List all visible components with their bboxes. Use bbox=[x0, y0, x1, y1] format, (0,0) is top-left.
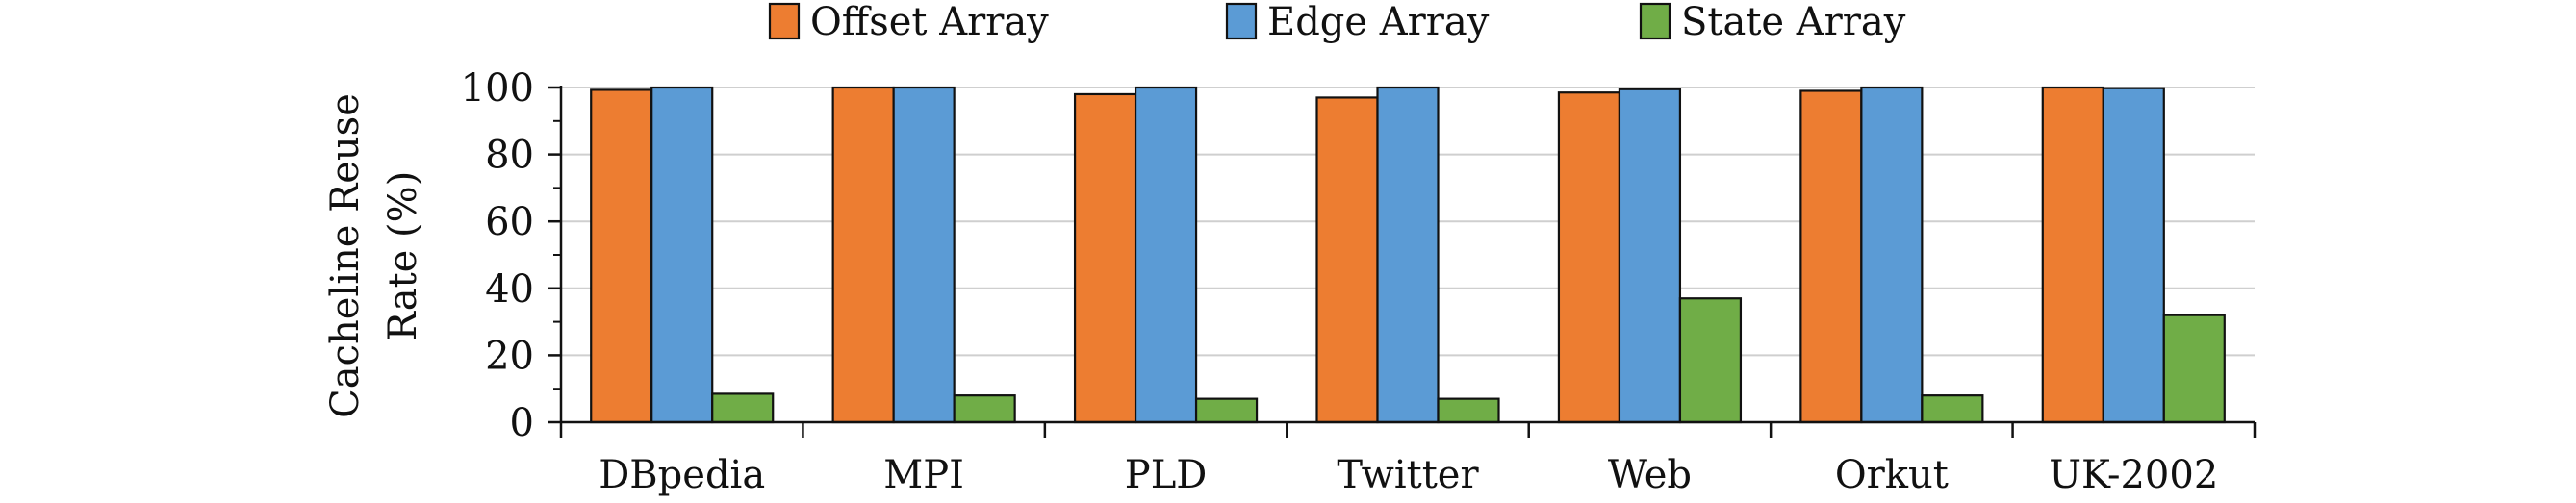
y-tick-label: 80 bbox=[485, 134, 534, 178]
y-tick-label: 40 bbox=[485, 267, 534, 312]
bar-offset-array-pld bbox=[1073, 92, 1137, 424]
y-axis-label-line-2: Rate (%) bbox=[381, 171, 425, 341]
bar-edge-array-dbpedia bbox=[650, 86, 714, 424]
bars bbox=[590, 86, 2226, 424]
bar-state-array-pld bbox=[1194, 397, 1259, 424]
bar-edge-array-pld bbox=[1134, 86, 1198, 424]
y-tick-label: 100 bbox=[461, 66, 534, 111]
legend-swatch-offset-array bbox=[768, 2, 801, 40]
legend-label-edge-array: Edge Array bbox=[1267, 0, 1490, 44]
bar-edge-array-uk-2002 bbox=[2102, 87, 2165, 424]
bar-state-array-mpi bbox=[953, 394, 1016, 424]
bar-offset-array-twitter bbox=[1315, 96, 1379, 424]
bar-offset-array-orkut bbox=[1799, 89, 1863, 424]
bar-state-array-uk-2002 bbox=[2162, 314, 2226, 424]
x-tick-label-orkut: Orkut bbox=[1835, 453, 1949, 497]
bar-edge-array-orkut bbox=[1860, 86, 1924, 424]
y-axis-ticks: 0 20 40 60 80 100 bbox=[461, 66, 561, 445]
legend: Offset Array Edge Array State Array bbox=[768, 0, 1906, 44]
x-axis-ticks: DBpedia MPI PLD Twitter Web Orkut UK-2002 bbox=[559, 422, 2257, 497]
x-tick-label-uk-2002: UK-2002 bbox=[2049, 453, 2218, 497]
bar-state-array-orkut bbox=[1921, 394, 1984, 424]
x-tick-label-pld: PLD bbox=[1125, 453, 1208, 497]
bar-edge-array-twitter bbox=[1376, 86, 1440, 424]
bar-state-array-web bbox=[1678, 297, 1743, 424]
x-tick-label-twitter: Twitter bbox=[1337, 453, 1479, 497]
y-tick-label: 60 bbox=[485, 200, 534, 244]
bar-offset-array-web bbox=[1557, 91, 1621, 424]
bar-state-array-twitter bbox=[1437, 397, 1500, 424]
y-tick-label: 0 bbox=[510, 401, 534, 445]
bar-offset-array-mpi bbox=[831, 86, 895, 424]
x-tick-label-web: Web bbox=[1608, 453, 1692, 497]
x-tick-label-dbpedia: DBpedia bbox=[599, 453, 765, 497]
legend-label-state-array: State Array bbox=[1681, 0, 1906, 44]
bar-offset-array-uk-2002 bbox=[2041, 86, 2104, 424]
bar-offset-array-dbpedia bbox=[590, 88, 653, 424]
y-tick-label: 20 bbox=[485, 334, 534, 378]
x-tick-label-mpi: MPI bbox=[883, 453, 964, 497]
legend-swatch-edge-array bbox=[1225, 2, 1258, 40]
legend-swatch-state-array bbox=[1639, 2, 1671, 40]
y-axis-label-line-1: Cacheline Reuse bbox=[323, 93, 368, 418]
bar-edge-array-web bbox=[1618, 88, 1682, 424]
bar-state-array-dbpedia bbox=[711, 392, 775, 424]
legend-label-offset-array: Offset Array bbox=[810, 0, 1049, 44]
bar-edge-array-mpi bbox=[892, 86, 956, 424]
